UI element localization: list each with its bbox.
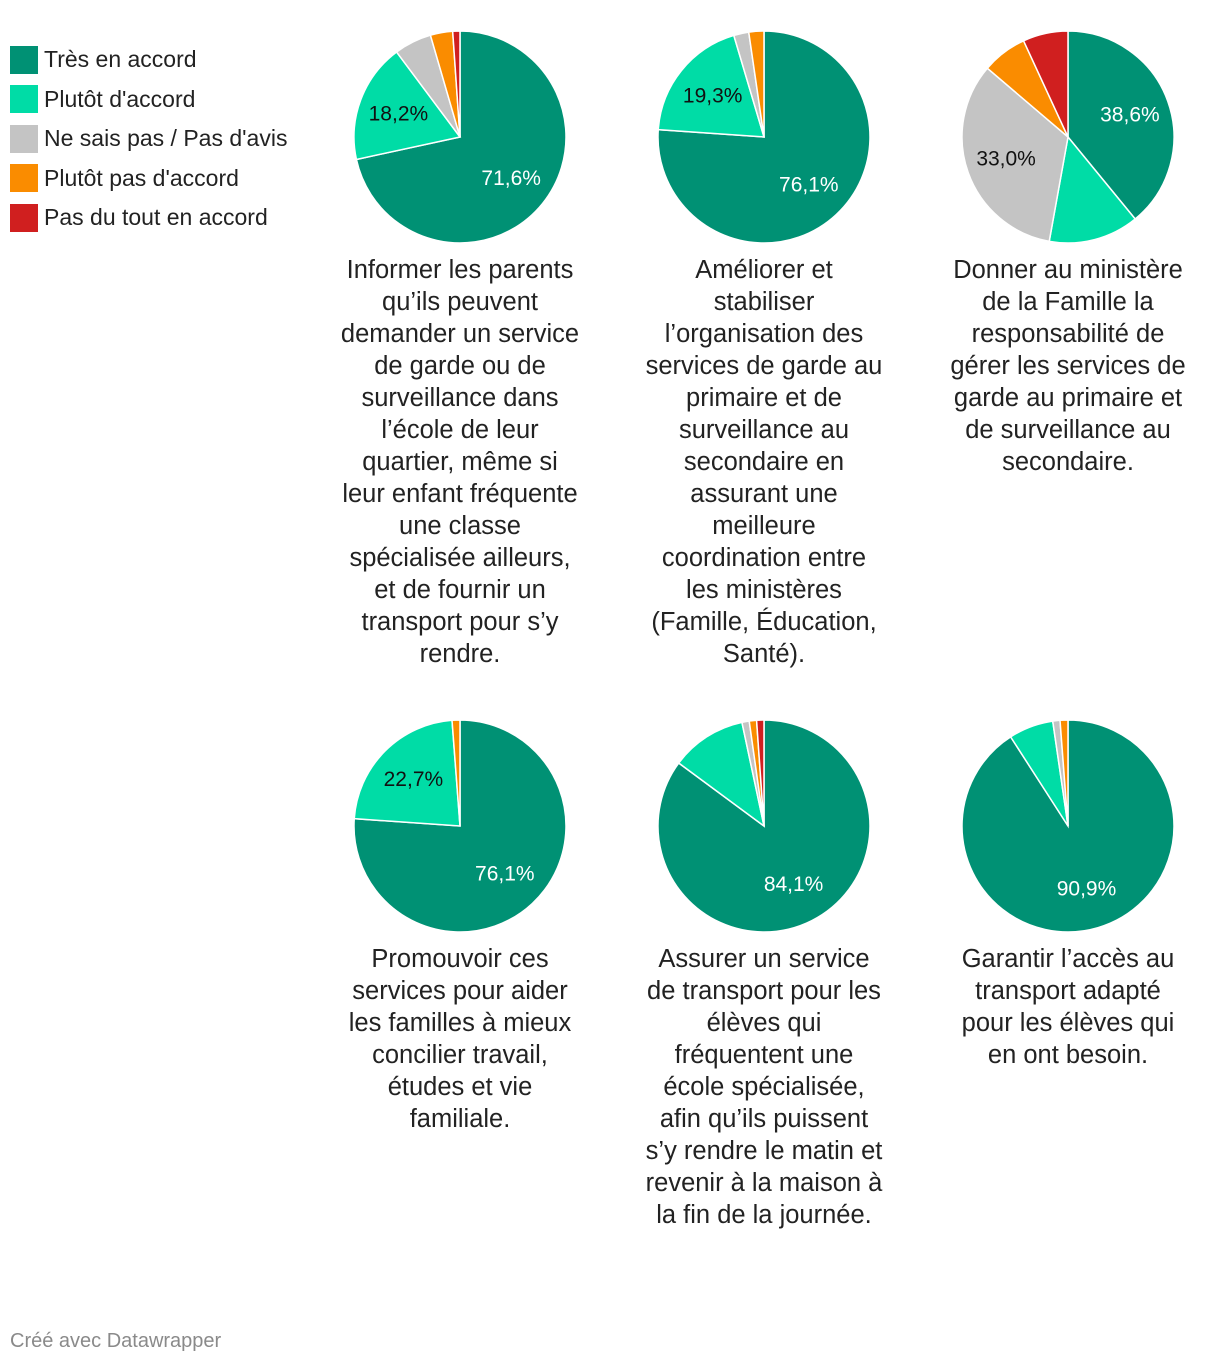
pie-panel-2: 76,1% 19,3% Améliorer et stabiliser l’org… [639, 20, 889, 670]
legend-swatch [10, 203, 38, 232]
legend-label: Plutôt pas d'accord [44, 164, 239, 191]
pie-slice-tres-en-accord [657, 719, 871, 933]
pie-value-label: 19,3% [683, 84, 743, 107]
legend-swatch [10, 45, 38, 74]
pie-panel-4: 76,1% 22,7% Promouvoir ces services pour … [335, 709, 585, 1135]
pie-slice-tres-en-accord [353, 719, 567, 933]
legend-label: Plutôt d'accord [44, 85, 196, 112]
pie-panel-1: 71,6% 18,2% Informer les parents qu’ils p… [335, 20, 585, 670]
legend-item-ne-sais-pas: Ne sais pas / Pas d'avis [10, 119, 287, 159]
pie-panel-3: 38,6% 33,0% Donner au ministère de la Fam… [943, 20, 1193, 478]
pie-slice-tres-en-accord [657, 30, 871, 244]
pie-slice-pas-du-tout [451, 30, 461, 138]
pie-slice-plutot-accord [353, 719, 461, 827]
pie-caption: Promouvoir ces services pour aider les f… [348, 945, 572, 1133]
pie-slice-plutot-accord [657, 34, 766, 138]
pie-chart-6: 90,9% [961, 719, 1175, 933]
pie-caption: Informer les parents qu’ils peuvent dema… [340, 256, 580, 668]
legend-swatch [10, 85, 38, 114]
pie-value-label: 76,1% [779, 174, 839, 197]
legend-label: Très en accord [44, 46, 197, 73]
legend-item-tres-en-accord: Très en accord [10, 40, 287, 80]
legend-label: Pas du tout en accord [44, 204, 268, 231]
pie-caption: Assurer un service de transport pour les… [645, 945, 883, 1229]
pie-chart-5: 84,1% [657, 719, 871, 933]
pie-value-label: 18,2% [369, 103, 429, 126]
legend: Très en accord Plutôt d'accord Ne sais p… [10, 40, 287, 238]
pie-slice-ne-sais-pas [961, 67, 1069, 243]
pie-value-label: 22,7% [384, 768, 444, 791]
pie-chart-4: 76,1% 22,7% [353, 719, 567, 933]
pie-panel-6: 90,9% Garantir l’accès au transport adap… [943, 709, 1193, 1071]
pie-caption: Améliorer et stabiliser l’organisation d… [645, 256, 883, 668]
legend-item-plutot-accord: Plutôt d'accord [10, 80, 287, 120]
legend-item-pas-du-tout: Pas du tout en accord [10, 198, 287, 238]
pie-chart-1: 71,6% 18,2% [353, 30, 567, 244]
footer-credit: Créé avec Datawrapper [10, 1330, 222, 1352]
pie-caption: Garantir l’accès au transport adapté pou… [961, 945, 1175, 1069]
legend-item-plutot-pas-accord: Plutôt pas d'accord [10, 159, 287, 199]
legend-swatch [10, 164, 38, 193]
legend-swatch [10, 124, 38, 153]
pie-chart-3: 38,6% 33,0% [961, 30, 1175, 244]
pie-value-label: 38,6% [1100, 103, 1160, 126]
pie-slice-plutot-accord [1048, 135, 1137, 244]
pie-value-label: 90,9% [1057, 878, 1117, 901]
pie-caption: Donner au ministère de la Famille la res… [950, 256, 1186, 476]
pie-slice-plutot-pas-accord [747, 30, 765, 138]
pie-value-label: 33,0% [976, 148, 1036, 171]
pie-slice-pas-du-tout [755, 719, 765, 827]
pie-value-label: 76,1% [475, 863, 535, 886]
pie-slice-plutot-pas-accord [451, 719, 461, 827]
pie-slice-pas-du-tout [1022, 30, 1069, 138]
pie-value-label: 71,6% [481, 167, 541, 190]
pie-slice-tres-en-accord [355, 30, 567, 244]
pie-value-label: 84,1% [764, 873, 824, 896]
pie-slice-plutot-pas-accord [1059, 719, 1069, 827]
pie-slice-plutot-accord [677, 721, 766, 828]
pie-chart-2: 76,1% 19,3% [657, 30, 871, 244]
pie-panel-5: 84,1% Assurer un service de transport po… [639, 709, 889, 1231]
pie-slice-plutot-accord [353, 50, 462, 161]
pie-slice-tres-en-accord [1067, 30, 1175, 221]
legend-label: Ne sais pas / Pas d'avis [44, 125, 288, 152]
